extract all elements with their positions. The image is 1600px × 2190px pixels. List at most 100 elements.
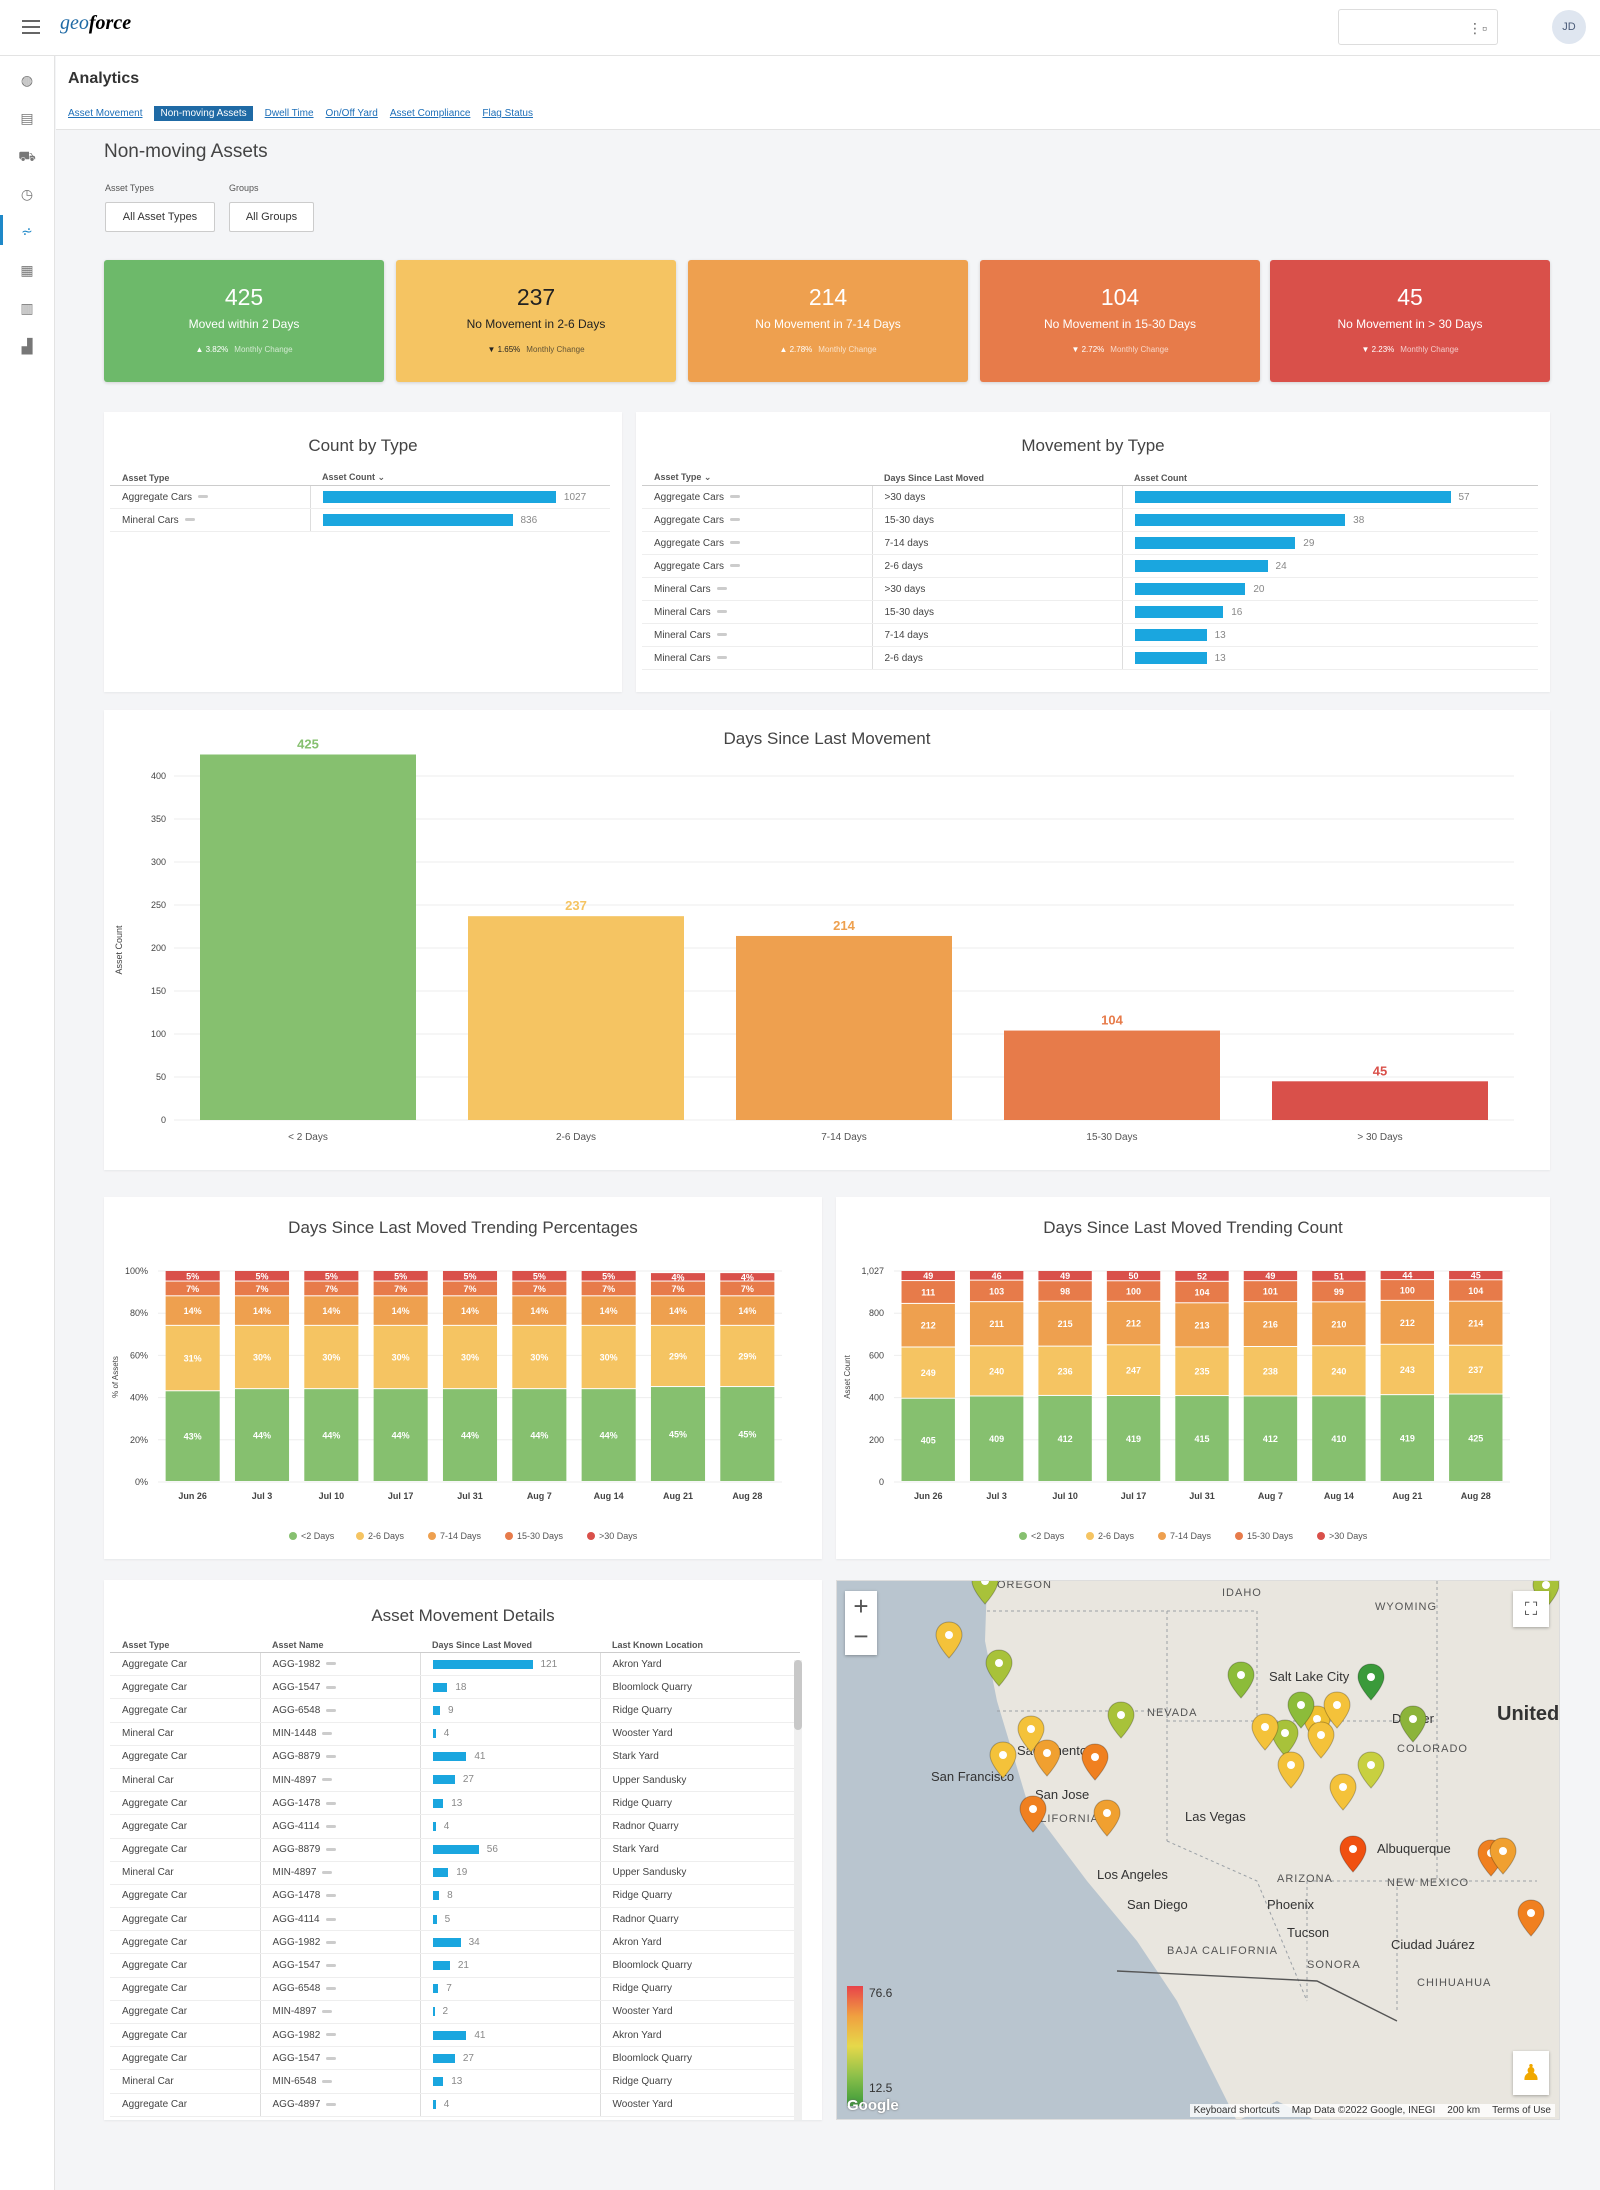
bar[interactable]: [1272, 1081, 1488, 1120]
table-row[interactable]: Aggregate Car MIN-4897 2 Wooster Yard: [110, 2000, 800, 2023]
map-pin-icon[interactable]: [1517, 1899, 1545, 1937]
table-row[interactable]: Mineral Cars 836: [110, 509, 610, 532]
map-pin-icon[interactable]: [1287, 1691, 1315, 1729]
table-row[interactable]: Aggregate Car AGG-6548 9 Ridge Quarry: [110, 1699, 800, 1722]
more-icon[interactable]: [326, 1918, 336, 1921]
more-icon[interactable]: [326, 1894, 336, 1897]
col-asset-count-label[interactable]: Asset Count: [322, 472, 375, 482]
bar[interactable]: [468, 916, 684, 1120]
map-pin-icon[interactable]: [989, 1741, 1017, 1779]
legend-item[interactable]: <2 Days: [301, 1531, 335, 1541]
table-row[interactable]: Mineral Car MIN-4897 27 Upper Sandusky: [110, 1768, 800, 1791]
car-icon[interactable]: ⛟: [17, 146, 37, 166]
table-row[interactable]: Aggregate Car AGG-4114 5 Radnor Quarry: [110, 1908, 800, 1931]
legend-item[interactable]: <2 Days: [1031, 1531, 1065, 1541]
more-icon[interactable]: [730, 495, 740, 498]
keyboard-shortcuts-link[interactable]: Keyboard shortcuts: [1194, 2105, 1280, 2116]
asset-types-select[interactable]: All Asset Types: [105, 202, 215, 232]
fullscreen-button[interactable]: ⛶: [1513, 1591, 1549, 1627]
legend-item[interactable]: 15-30 Days: [1247, 1531, 1294, 1541]
more-icon[interactable]: [717, 656, 727, 659]
table-row[interactable]: Aggregate Cars 2-6 days 24: [642, 555, 1538, 578]
map-pin-icon[interactable]: [1329, 1773, 1357, 1811]
table-row[interactable]: Aggregate Car AGG-1547 21 Bloomlock Quarry: [110, 1954, 800, 1977]
map-pin-icon[interactable]: [1251, 1713, 1279, 1751]
table-icon[interactable]: ▦: [17, 260, 37, 280]
kpi-card-1[interactable]: 237 No Movement in 2-6 Days ▼ 1.65% Monthly…: [396, 260, 676, 382]
kpi-card-0[interactable]: 425 Moved within 2 Days ▲ 3.82% Monthly Cha…: [104, 260, 384, 382]
table-row[interactable]: Aggregate Car AGG-4114 4 Radnor Quarry: [110, 1815, 800, 1838]
clock-icon[interactable]: ◷: [17, 184, 37, 204]
table-row[interactable]: Aggregate Car AGG-1478 13 Ridge Quarry: [110, 1792, 800, 1815]
table-row[interactable]: Mineral Cars 2-6 days 13: [642, 647, 1538, 670]
more-icon[interactable]: [322, 1778, 332, 1781]
zoom-out-button[interactable]: −: [845, 1621, 877, 1651]
search-input[interactable]: ⋮▫: [1338, 9, 1498, 45]
col-header[interactable]: Asset Name: [260, 1638, 420, 1653]
col-asset-type-label[interactable]: Asset Type: [654, 472, 701, 482]
user-avatar[interactable]: JD: [1552, 10, 1586, 44]
table-row[interactable]: Aggregate Car AGG-6548 7 Ridge Quarry: [110, 1977, 800, 2000]
document-icon[interactable]: ▤: [17, 108, 37, 128]
more-icon[interactable]: [326, 2103, 336, 2106]
tab-flag-status[interactable]: Flag Status: [482, 106, 533, 121]
more-icon[interactable]: [326, 2033, 336, 2036]
map-pin-icon[interactable]: [1107, 1701, 1135, 1739]
more-icon[interactable]: [185, 518, 195, 521]
more-icon[interactable]: [326, 2057, 336, 2060]
table-row[interactable]: Mineral Car MIN-1448 4 Wooster Yard: [110, 1722, 800, 1745]
globe-icon[interactable]: ◍: [17, 70, 37, 90]
more-icon[interactable]: [322, 2080, 332, 2083]
map-pin-icon[interactable]: [1081, 1743, 1109, 1781]
more-icon[interactable]: [730, 518, 740, 521]
map-pin-icon[interactable]: [1357, 1663, 1385, 1701]
col-asset-type[interactable]: Asset Type: [110, 470, 310, 486]
pegman-button[interactable]: ♟: [1513, 2051, 1549, 2095]
table-row[interactable]: Aggregate Car AGG-1982 41 Akron Yard: [110, 2024, 800, 2047]
analytics-icon[interactable]: ⩫: [17, 221, 37, 241]
table-row[interactable]: Aggregate Car AGG-8879 41 Stark Yard: [110, 1745, 800, 1768]
table-row[interactable]: Aggregate Cars >30 days 57: [642, 486, 1538, 509]
table-row[interactable]: Aggregate Cars 15-30 days 38: [642, 509, 1538, 532]
col-header[interactable]: Days Since Last Moved: [420, 1638, 600, 1653]
col-header[interactable]: Last Known Location: [600, 1638, 800, 1653]
col-asset-count[interactable]: Asset Count ⌄: [310, 470, 610, 486]
more-icon[interactable]: [326, 1755, 336, 1758]
map-pin-icon[interactable]: [935, 1621, 963, 1659]
map-pin-icon[interactable]: [1227, 1661, 1255, 1699]
col-asset-type[interactable]: Asset Type ⌄: [642, 470, 872, 486]
table-row[interactable]: Mineral Car MIN-4897 19 Upper Sandusky: [110, 1861, 800, 1884]
more-icon[interactable]: [730, 541, 740, 544]
map-pin-icon[interactable]: [1357, 1751, 1385, 1789]
tab-non-moving-assets[interactable]: Non-moving Assets: [154, 106, 252, 121]
legend-item[interactable]: >30 Days: [599, 1531, 638, 1541]
table-row[interactable]: Aggregate Car AGG-1547 18 Bloomlock Quarry: [110, 1676, 800, 1699]
col-asset-count[interactable]: Asset Count: [1122, 470, 1538, 486]
kpi-card-2[interactable]: 214 No Movement in 7-14 Days ▲ 2.78% Monthl…: [688, 260, 968, 382]
more-icon[interactable]: [717, 610, 727, 613]
details-scrollbar[interactable]: [794, 1660, 802, 2120]
legend-item[interactable]: 2-6 Days: [368, 1531, 405, 1541]
map-pin-icon[interactable]: [1033, 1739, 1061, 1777]
table-row[interactable]: Mineral Cars 15-30 days 16: [642, 601, 1538, 624]
table-row[interactable]: Aggregate Car AGG-1547 27 Bloomlock Quarry: [110, 2047, 800, 2070]
map-pin-icon[interactable]: [1277, 1751, 1305, 1789]
more-icon[interactable]: [322, 2010, 332, 2013]
tab-asset-compliance[interactable]: Asset Compliance: [390, 106, 471, 121]
more-icon[interactable]: [326, 1802, 336, 1805]
tab-asset-movement[interactable]: Asset Movement: [68, 106, 142, 121]
asset-location-map[interactable]: OREGONIDAHOWYOMINGSalt Lake CityNEVADADe…: [836, 1580, 1560, 2120]
details-scrollbar-thumb[interactable]: [794, 1660, 802, 1730]
zoom-in-button[interactable]: +: [845, 1591, 877, 1621]
legend-item[interactable]: 15-30 Days: [517, 1531, 564, 1541]
map-pin-icon[interactable]: [1339, 1835, 1367, 1873]
map-pin-icon[interactable]: [1019, 1795, 1047, 1833]
more-icon[interactable]: [326, 1686, 336, 1689]
legend-item[interactable]: 2-6 Days: [1098, 1531, 1135, 1541]
table-row[interactable]: Aggregate Car AGG-4897 4 Wooster Yard: [110, 2093, 800, 2116]
more-icon[interactable]: [326, 1662, 336, 1665]
groups-select[interactable]: All Groups: [229, 202, 314, 232]
table-row[interactable]: Mineral Cars >30 days 20: [642, 578, 1538, 601]
building-icon[interactable]: ▟: [17, 336, 37, 356]
bar[interactable]: [200, 755, 416, 1121]
